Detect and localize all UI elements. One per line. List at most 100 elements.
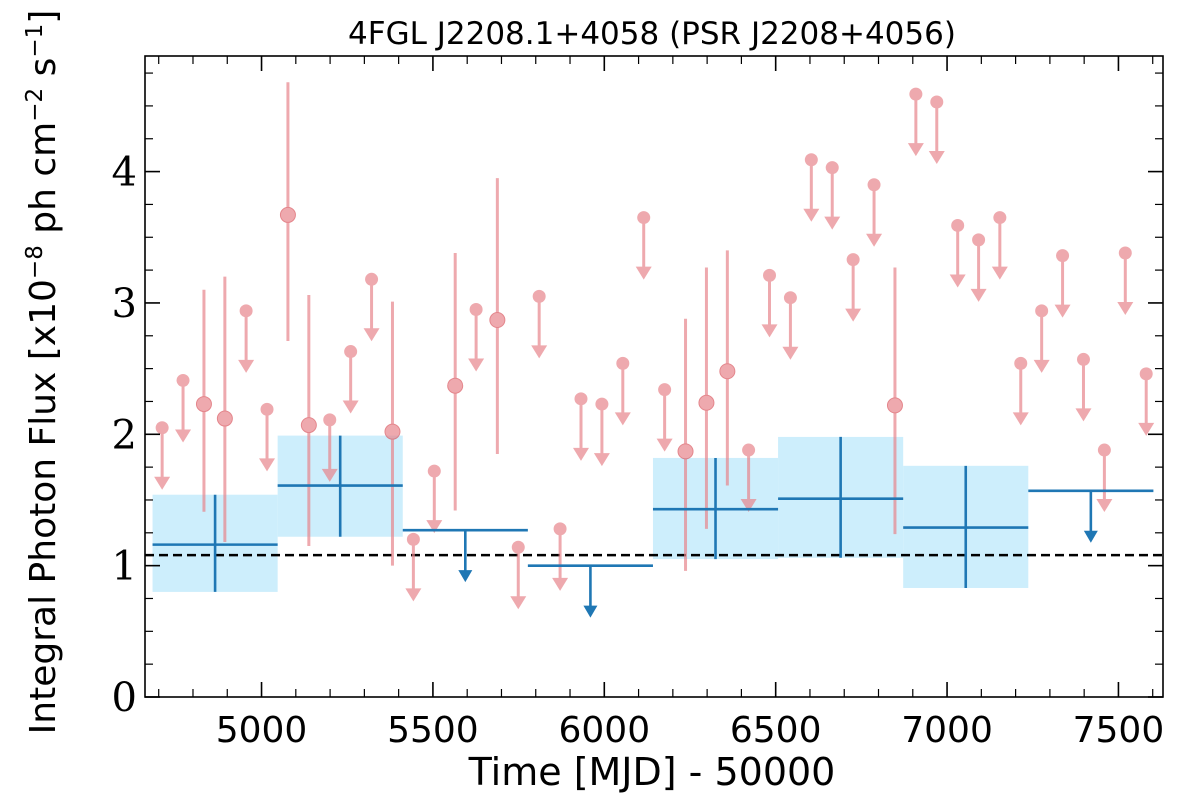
upper-limit-marker: [783, 291, 797, 305]
short-bin-upper-limit: [342, 345, 359, 414]
upper-limit-marker: [344, 345, 358, 359]
short-bin-point: [489, 178, 506, 454]
short-bin-upper-limit: [405, 532, 422, 602]
data-point-marker: [279, 206, 296, 223]
short-bin-upper-limit: [845, 253, 862, 322]
upper-limit-arrowhead: [175, 429, 192, 443]
short-bin-point: [886, 267, 903, 535]
short-bin-point: [698, 267, 715, 529]
upper-limit-arrowhead: [1138, 422, 1155, 436]
short-bin-upper-limit: [803, 153, 820, 222]
upper-limit-marker: [155, 421, 169, 435]
data-point-marker: [384, 423, 401, 440]
chart-title: 4FGL J2208.1+4058 (PSR J2208+4056): [348, 16, 956, 52]
short-bin-upper-limit: [593, 397, 610, 467]
short-bin-upper-limit: [321, 413, 338, 482]
upper-limit-arrowhead: [458, 570, 473, 583]
upper-limit-arrowhead: [1083, 530, 1098, 543]
upper-limit-marker: [637, 211, 651, 225]
short-bin-upper-limit: [154, 421, 171, 490]
upper-limit-marker: [1076, 352, 1090, 366]
y-axis-title-exponent: −2: [22, 88, 48, 122]
upper-limit-marker: [469, 303, 483, 317]
short-bin-upper-limit: [970, 233, 987, 302]
upper-limit-marker: [846, 253, 860, 267]
upper-limit-marker: [825, 161, 839, 175]
upper-limit-arrowhead: [531, 345, 548, 359]
upper-limit-arrowhead: [949, 274, 966, 288]
upper-limit-marker: [239, 304, 253, 318]
y-axis-title-exponent: −1: [22, 24, 48, 58]
long-bin-upper-limit: [527, 564, 653, 618]
upper-limit-arrowhead: [761, 324, 778, 338]
long-bin-point: [778, 436, 904, 558]
short-bin-point: [279, 82, 296, 342]
upper-limit-marker: [574, 392, 588, 406]
short-bin-upper-limit: [510, 540, 527, 610]
upper-limit-arrowhead: [782, 346, 799, 360]
long-bin-series: [152, 435, 1154, 618]
short-bin-point: [719, 250, 736, 486]
short-bin-point: [677, 318, 694, 571]
upper-limit-arrowhead: [970, 288, 987, 302]
axis-ticks: 5000 5500 6000 6500 7000 7500 0 1 2 3 4: [112, 56, 1164, 751]
upper-limit-marker: [365, 272, 379, 286]
data-point-marker: [447, 377, 464, 394]
short-bin-upper-limit: [928, 95, 945, 164]
upper-limit-arrowhead: [593, 453, 610, 467]
upper-limit-arrowhead: [991, 266, 1008, 280]
upper-limit-arrowhead: [405, 588, 422, 602]
upper-limit-marker: [532, 289, 546, 303]
short-bin-upper-limit: [635, 211, 652, 280]
short-bin-series: [154, 82, 1155, 610]
upper-limit-arrowhead: [552, 577, 569, 591]
y-tick-label: 3: [112, 281, 137, 327]
long-bin-point: [903, 465, 1029, 588]
upper-limit-marker: [406, 532, 420, 546]
axes-box: [144, 55, 1164, 698]
short-bin-upper-limit: [572, 392, 589, 461]
short-bin-upper-limit: [1096, 443, 1113, 513]
short-bin-point: [216, 276, 233, 543]
long-bin-point: [152, 494, 278, 592]
short-bin-point: [300, 295, 317, 546]
data-point-marker: [216, 410, 233, 427]
upper-limit-marker: [616, 356, 630, 370]
upper-limit-marker: [595, 397, 609, 411]
upper-limit-marker: [511, 540, 525, 554]
short-bin-upper-limit: [782, 291, 799, 360]
short-bin-upper-limit: [614, 356, 631, 426]
upper-limit-marker: [909, 87, 923, 101]
x-tick-label: 5000: [216, 710, 308, 751]
y-axis-title-part: ph cm: [23, 122, 64, 245]
data-point-marker: [300, 417, 317, 434]
upper-limit-arrowhead: [614, 412, 631, 426]
short-bin-upper-limit: [866, 178, 883, 247]
y-axis-title: Integral Photon Flux [x10−8 ph cm−2 s−1]: [22, 10, 64, 735]
plot-frame: [144, 55, 1164, 698]
short-bin-upper-limit: [1054, 249, 1071, 318]
data-point-marker: [886, 397, 903, 414]
short-bin-upper-limit: [824, 161, 841, 230]
upper-limit-marker: [742, 443, 756, 457]
upper-limit-marker: [972, 233, 986, 247]
short-bin-upper-limit: [531, 289, 548, 359]
short-bin-upper-limit: [1075, 352, 1092, 422]
upper-limit-arrowhead: [803, 208, 820, 222]
upper-limit-marker: [1056, 249, 1070, 263]
upper-limit-marker: [1118, 246, 1132, 260]
upper-limit-arrowhead: [321, 468, 338, 482]
upper-limit-arrowhead: [1012, 412, 1029, 426]
upper-limit-marker: [260, 402, 274, 416]
upper-limit-arrowhead: [824, 216, 841, 230]
upper-limit-marker: [930, 95, 944, 109]
long-bin-upper-limit: [1028, 489, 1154, 543]
short-bin-upper-limit: [426, 464, 443, 534]
short-bin-upper-limit: [1012, 356, 1029, 426]
short-bin-point: [384, 301, 401, 566]
upper-limit-arrowhead: [342, 400, 359, 414]
upper-limit-marker: [951, 218, 965, 232]
upper-limit-arrowhead: [154, 476, 171, 490]
y-tick-label: 4: [112, 150, 137, 196]
